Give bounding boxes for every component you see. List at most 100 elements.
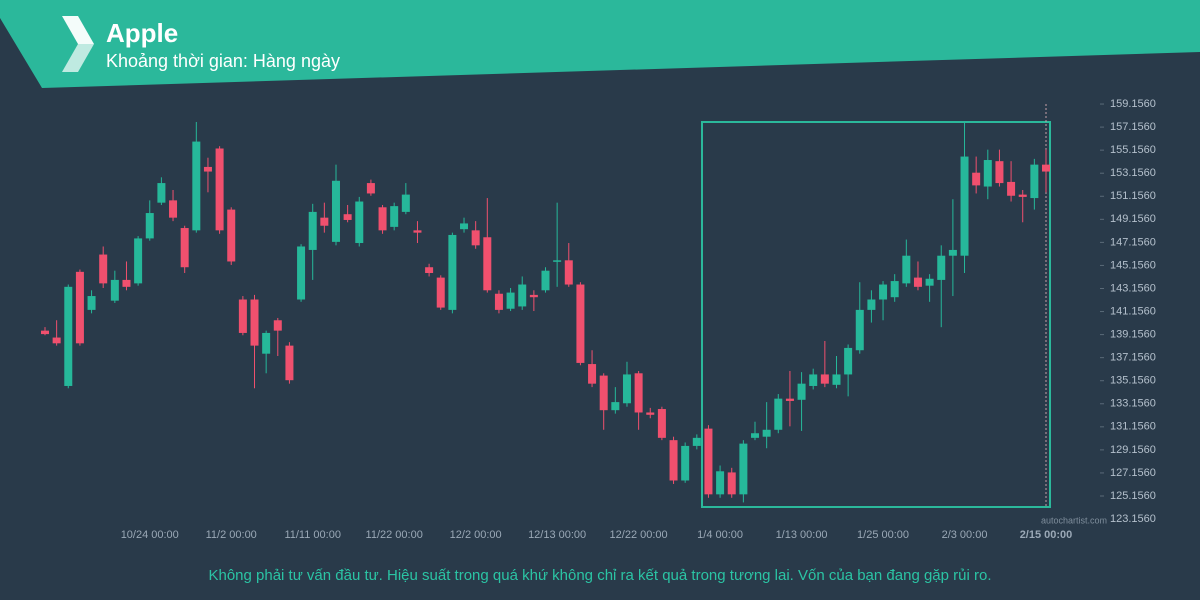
candle-body (122, 279, 131, 287)
x-tick-label: 10/24 00:00 (121, 529, 179, 541)
chart-title: Apple (106, 18, 178, 48)
chart-subtitle: Khoảng thời gian: Hàng ngày (106, 51, 340, 71)
candle-body (483, 237, 492, 291)
candle-body (867, 299, 876, 310)
candle-body (227, 209, 236, 262)
candle-body (273, 320, 282, 331)
y-tick-label: 149.1560 (1110, 213, 1156, 225)
candle-body (471, 230, 480, 246)
candle-body (180, 228, 189, 268)
candle-body (134, 238, 143, 284)
logo (62, 16, 94, 72)
watermark: autochartist.com (1041, 515, 1107, 525)
candle-body (564, 260, 573, 285)
candle-body (774, 398, 783, 430)
x-tick-label: 2/15 00:00 (1020, 529, 1073, 541)
y-tick-label: 135.1560 (1110, 375, 1156, 387)
candle-body (41, 330, 49, 335)
candle-body (87, 296, 96, 310)
candle-body (75, 271, 84, 344)
candle-body (436, 277, 445, 308)
candle-body (1030, 164, 1039, 199)
candle-body (262, 332, 271, 354)
candle-body (576, 284, 585, 363)
candle-body (448, 234, 457, 310)
candle-body (727, 472, 736, 495)
candle-body (506, 292, 515, 309)
header-band (0, 0, 1200, 88)
candle-body (425, 267, 434, 273)
y-tick-label: 141.1560 (1110, 305, 1156, 317)
candle-body (1007, 181, 1016, 196)
candle-body (366, 183, 375, 194)
candle-body (320, 217, 329, 226)
candle-body (762, 429, 771, 437)
candle-body (460, 223, 469, 230)
y-tick-label: 153.1560 (1110, 167, 1156, 179)
candle-body (238, 299, 247, 333)
x-tick-label: 12/22 00:00 (610, 529, 668, 541)
y-tick-label: 151.1560 (1110, 190, 1156, 202)
candle-body (681, 445, 690, 481)
candle-body (588, 364, 597, 384)
candle-body (297, 246, 306, 300)
x-tick-label: 12/13 00:00 (528, 529, 586, 541)
candle-body (355, 201, 364, 244)
candle-body (995, 161, 1004, 184)
candle-body (413, 230, 422, 233)
y-tick-label: 129.1560 (1110, 444, 1156, 456)
candle-body (64, 286, 73, 386)
candle-body (797, 383, 806, 400)
candle-body (1018, 194, 1027, 197)
candle-body (902, 255, 911, 284)
y-tick-label: 139.1560 (1110, 329, 1156, 341)
candle-body (203, 166, 212, 172)
y-tick-label: 131.1560 (1110, 421, 1156, 433)
candle-body (692, 437, 701, 446)
candle-body (308, 211, 317, 250)
candle-body (285, 345, 294, 381)
candle-body (890, 281, 899, 298)
x-tick-label: 1/4 00:00 (697, 529, 743, 541)
candle-body (331, 180, 340, 242)
y-tick-label: 159.1560 (1110, 98, 1156, 110)
y-tick-label: 143.1560 (1110, 282, 1156, 294)
candle-body (599, 375, 608, 411)
candle-body (972, 172, 981, 186)
candle-body (751, 433, 760, 438)
x-tick-label: 1/13 00:00 (776, 529, 828, 541)
candle-body (494, 293, 503, 310)
y-tick-label: 147.1560 (1110, 236, 1156, 248)
candle-body (169, 200, 178, 218)
candle-body (960, 156, 969, 256)
disclaimer: Không phải tư vấn đầu tư. Hiệu suất tron… (208, 567, 991, 584)
candle-body (401, 194, 410, 212)
candle-body (145, 213, 154, 239)
candle-body (855, 309, 864, 351)
candle-body (250, 299, 259, 346)
x-tick-label: 1/25 00:00 (857, 529, 909, 541)
candle-body (739, 443, 748, 495)
y-tick-label: 137.1560 (1110, 352, 1156, 364)
candle-body (913, 277, 922, 287)
candle-body (669, 440, 678, 481)
candle-body (99, 254, 108, 284)
y-tick-label: 145.1560 (1110, 259, 1156, 271)
candle-body (657, 409, 666, 438)
candle-body (157, 183, 166, 203)
y-tick-label: 125.1560 (1110, 490, 1156, 502)
candle-body (192, 141, 201, 231)
candle-body (553, 260, 562, 262)
candle-body (634, 373, 643, 413)
candle-body (390, 206, 399, 227)
candle-body (541, 270, 550, 291)
y-tick-label: 123.1560 (1110, 513, 1156, 525)
y-tick-label: 157.1560 (1110, 121, 1156, 133)
x-tick-label: 11/2 00:00 (206, 529, 257, 541)
candle-body (716, 471, 725, 495)
y-tick-label: 133.1560 (1110, 398, 1156, 410)
candle-body (215, 148, 224, 231)
candle-body (378, 207, 387, 231)
